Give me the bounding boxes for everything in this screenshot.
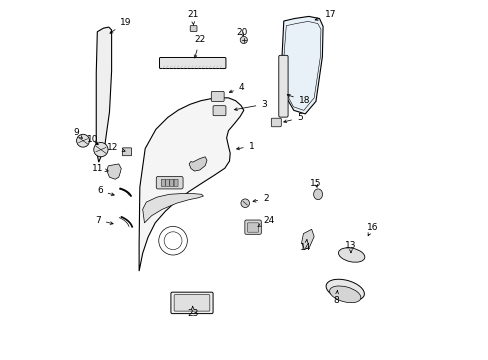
Text: 17: 17	[314, 10, 335, 21]
FancyBboxPatch shape	[247, 223, 258, 232]
FancyBboxPatch shape	[174, 295, 209, 311]
Text: 23: 23	[186, 306, 198, 319]
Text: 13: 13	[345, 240, 356, 253]
Text: 22: 22	[194, 36, 205, 58]
Ellipse shape	[313, 189, 322, 200]
Text: 4: 4	[229, 83, 244, 93]
Polygon shape	[282, 17, 323, 114]
Polygon shape	[139, 98, 244, 271]
Text: 3: 3	[234, 100, 266, 111]
Text: 14: 14	[300, 240, 311, 252]
FancyBboxPatch shape	[211, 91, 224, 102]
Ellipse shape	[325, 279, 364, 301]
Text: 11: 11	[91, 164, 108, 173]
Text: 21: 21	[186, 10, 198, 25]
Text: 6: 6	[97, 186, 114, 195]
Polygon shape	[301, 229, 313, 249]
Text: 7: 7	[95, 216, 113, 225]
Text: 19: 19	[110, 18, 131, 33]
FancyBboxPatch shape	[244, 220, 261, 234]
Text: 10: 10	[87, 135, 98, 145]
Circle shape	[94, 143, 108, 157]
Text: 12: 12	[107, 143, 125, 152]
Text: 20: 20	[236, 28, 247, 37]
Text: 18: 18	[286, 94, 309, 105]
FancyBboxPatch shape	[122, 148, 131, 156]
Circle shape	[240, 36, 247, 44]
Polygon shape	[142, 194, 203, 223]
Polygon shape	[189, 157, 206, 171]
FancyBboxPatch shape	[156, 176, 183, 189]
Text: 5: 5	[283, 113, 302, 123]
FancyBboxPatch shape	[159, 58, 225, 68]
Ellipse shape	[329, 286, 360, 303]
Polygon shape	[96, 27, 111, 162]
FancyBboxPatch shape	[161, 179, 165, 186]
FancyBboxPatch shape	[271, 118, 281, 127]
Text: 16: 16	[366, 222, 377, 236]
FancyBboxPatch shape	[278, 55, 287, 117]
Text: 15: 15	[309, 179, 321, 188]
Circle shape	[77, 134, 89, 147]
FancyBboxPatch shape	[213, 106, 225, 116]
FancyBboxPatch shape	[174, 179, 178, 186]
Text: 8: 8	[333, 291, 339, 305]
FancyBboxPatch shape	[165, 179, 169, 186]
Polygon shape	[107, 164, 121, 179]
Text: 2: 2	[252, 194, 268, 203]
Ellipse shape	[338, 248, 364, 262]
FancyBboxPatch shape	[190, 26, 197, 31]
Text: 9: 9	[73, 129, 82, 138]
Text: 1: 1	[236, 141, 254, 150]
Circle shape	[241, 199, 249, 207]
FancyBboxPatch shape	[171, 292, 213, 314]
FancyBboxPatch shape	[169, 179, 173, 186]
Text: 24: 24	[258, 216, 274, 226]
